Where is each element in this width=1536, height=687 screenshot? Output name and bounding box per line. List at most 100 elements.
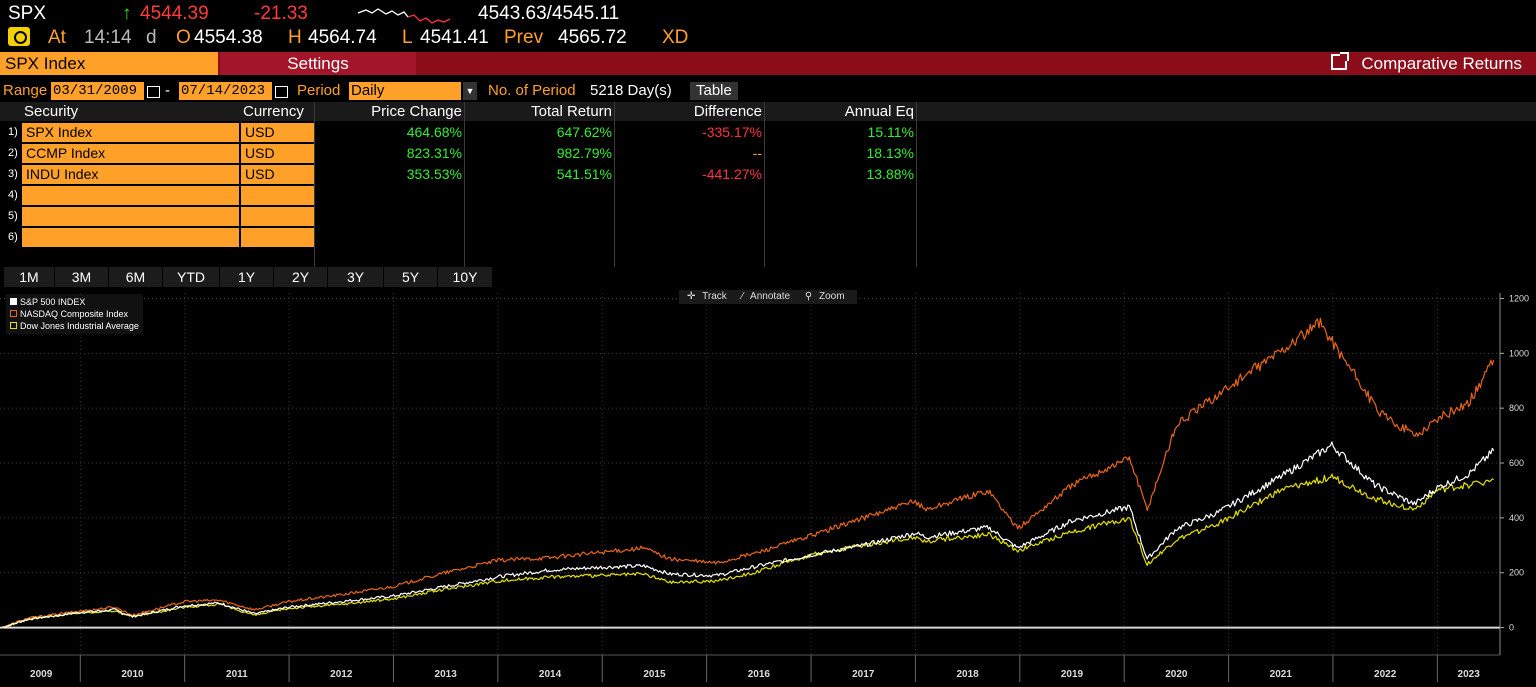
chart-canvas[interactable]: 0 200 400 600 800 1000 1200 2009 2010 2011 2012 20… [0,287,1536,682]
currency-cell[interactable]: USD [241,165,314,184]
x-tick-label: 2019 [1061,669,1084,680]
up-arrow-icon: ↑ [122,3,132,24]
currency-cell[interactable]: USD [241,123,314,142]
open-value: 4554.38 [194,27,263,48]
low-value: 4541.41 [420,27,489,48]
x-tick-label: 2009 [30,669,53,680]
high-label: H [288,27,302,48]
col-header-currency[interactable]: Currency [243,102,304,121]
security-cell[interactable] [22,186,239,205]
legend-label: S&P 500 INDEX [20,297,86,307]
col-header-price-change[interactable]: Price Change [320,102,462,121]
last-price: 4544.39 [140,3,209,24]
settings-tab[interactable]: Settings [220,52,416,75]
row-number: 3) [8,168,18,180]
zoom-label: Zoom [818,291,845,302]
net-change: -21.33 [254,3,308,24]
tab-bar: SPX Index Settings Comparative Returns [0,52,1536,75]
high-value: 4564.74 [308,27,377,48]
currency-cell[interactable]: USD [241,144,314,163]
comparative-returns-button[interactable]: Comparative Returns [1331,52,1522,75]
series-line-s-p-500-index[interactable] [1,441,1495,629]
x-tick-label: 2015 [643,669,666,680]
external-link-icon [1331,52,1350,70]
period-button-3y[interactable]: 3Y [328,267,384,287]
row-number: 6) [8,231,18,243]
flag-xd: XD [662,27,689,48]
comparative-returns-chart[interactable]: 0 200 400 600 800 1000 1200 2009 2010 2011 2012 20… [0,287,1536,682]
period-select[interactable]: Daily [349,82,461,100]
bid-ask: 4543.63/4545.11 [478,3,620,24]
col-header-security[interactable]: Security [24,102,79,121]
returns-table: Security Currency Price Change Total Ret… [0,102,1536,267]
calendar-icon[interactable] [147,86,160,98]
x-tick-label: 2012 [330,669,353,680]
period-button-5y[interactable]: 5Y [384,267,438,287]
x-tick-label: 2014 [539,669,562,680]
zoom-button[interactable]: ⚲ Zoom [804,291,845,302]
security-cell[interactable]: SPX Index [22,123,239,142]
col-divider [916,102,917,267]
annotate-label: Annotate [750,291,791,302]
track-button[interactable]: ✛ Track [687,291,727,302]
legend-item-indu[interactable]: Dow Jones Industrial Average [10,320,139,332]
row-number: 2) [8,147,18,159]
start-date-input[interactable]: 03/31/2009 [51,82,144,100]
security-cell[interactable]: INDU Index [22,165,239,184]
annual-eq-cell: 15.11% [867,124,914,140]
period-button-10y[interactable]: 10Y [438,267,493,287]
col-divider [464,102,465,267]
col-header-difference[interactable]: Difference [620,102,762,121]
security-cell[interactable] [22,228,239,247]
period-button-1m[interactable]: 1M [4,267,55,287]
total-return-cell: 982.79% [556,145,612,161]
series-line-dow-jones-industrial-average[interactable] [1,473,1494,628]
y-tick-label: 200 [1509,568,1524,578]
x-tick-label: 2023 [1458,669,1481,680]
difference-cell: -- [752,145,762,161]
period-button-6m[interactable]: 6M [109,267,163,287]
end-date-input[interactable]: 07/14/2023 [179,82,272,100]
time-suffix: d [146,27,157,48]
x-tick-label: 2022 [1374,669,1397,680]
range-label: Range [3,82,48,99]
col-divider [614,102,615,267]
security-cell[interactable] [22,207,239,226]
period-button-2y[interactable]: 2Y [274,267,328,287]
table-header-bar [0,102,1536,121]
legend-swatch [10,322,17,329]
x-tick-label: 2016 [748,669,771,680]
ticker-symbol[interactable]: SPX [8,3,47,24]
num-periods-label: No. of Period [488,82,576,99]
row-number: 1) [8,126,18,138]
calendar-icon[interactable] [275,86,288,98]
x-tick-label: 2018 [956,669,979,680]
currency-cell[interactable] [241,207,314,226]
y-tick-label: 1200 [1509,293,1529,303]
period-button-3m[interactable]: 3M [55,267,109,287]
col-divider [314,102,315,267]
series-line-nasdaq-composite-index[interactable] [1,317,1495,629]
legend-swatch [10,310,17,317]
period-button-1y[interactable]: 1Y [220,267,274,287]
y-tick-label: 0 [1509,623,1514,633]
security-tab[interactable]: SPX Index [0,52,218,75]
col-header-total-return[interactable]: Total Return [470,102,612,121]
row-number: 5) [8,210,18,222]
prev-label: Prev [504,27,544,48]
prev-value: 4565.72 [558,27,627,48]
y-tick-label: 400 [1509,513,1524,523]
x-tick-label: 2021 [1270,669,1293,680]
chevron-down-icon[interactable]: ▼ [463,82,477,100]
legend-item-ccmp[interactable]: NASDAQ Composite Index [10,308,139,320]
currency-cell[interactable] [241,228,314,247]
col-header-annual-eq[interactable]: Annual Eq [770,102,914,121]
period-button-ytd[interactable]: YTD [163,267,220,287]
annotate-button[interactable]: ∕ Annotate [741,291,791,302]
difference-cell: -335.17% [702,124,762,140]
table-button[interactable]: Table [690,82,738,100]
currency-cell[interactable] [241,186,314,205]
security-cell[interactable]: CCMP Index [22,144,239,163]
y-tick-label: 1000 [1509,348,1529,358]
legend-item-spx[interactable]: S&P 500 INDEX [10,296,139,308]
